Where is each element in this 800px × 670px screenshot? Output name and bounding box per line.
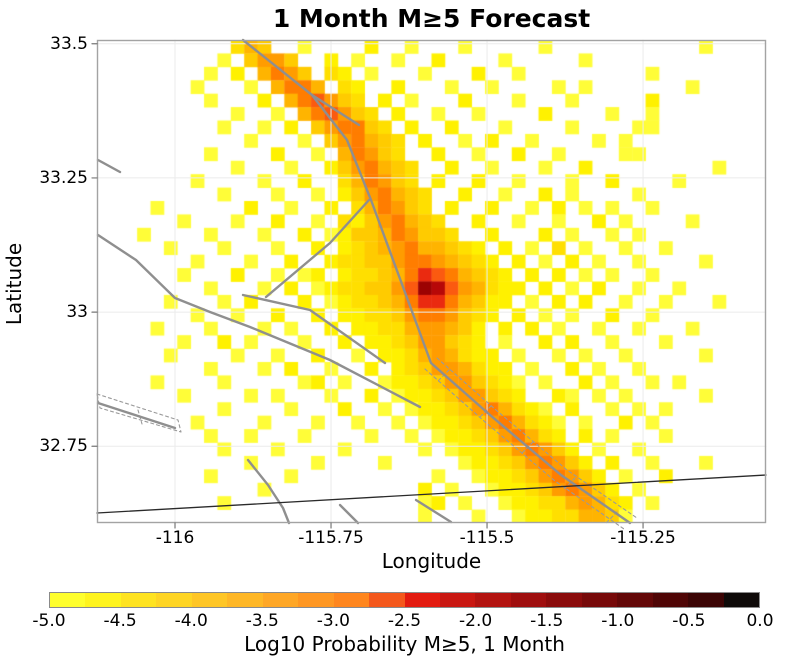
colorbar-tick-label: -5.0: [32, 611, 66, 631]
colorbar-segment: [581, 593, 618, 607]
colorbar-segment: [688, 593, 724, 607]
colorbar-segment: [546, 593, 582, 607]
y-tick-label: 33: [66, 302, 88, 323]
map-overlay: [91, 38, 767, 530]
fault-zone-rung-3: [520, 441, 534, 455]
x-tick-label: -115.75: [298, 528, 364, 548]
fault-zone-main-west: [424, 368, 625, 530]
fault-west-long: [96, 233, 422, 409]
colorbar-segment: [404, 593, 440, 607]
fault-main-east-fork: [310, 93, 361, 127]
colorbar: [49, 592, 760, 608]
fault-west-parallel: [241, 293, 387, 365]
colorbar-segment: [510, 593, 547, 607]
colorbar-tick-label: -4.5: [103, 611, 137, 631]
colorbar-tick-label: -3.5: [245, 611, 279, 631]
colorbar-segment: [369, 593, 405, 607]
y-tick-label: 33.25: [39, 167, 88, 188]
colorbar-segment: [617, 593, 653, 607]
x-tick-label: -115.5: [459, 528, 515, 548]
colorbar-tick-label: -4.0: [174, 611, 208, 631]
fault-south-b: [414, 498, 453, 524]
y-axis-title: Latitude: [2, 242, 26, 326]
international-border: [96, 474, 767, 514]
colorbar-tick-label: -3.0: [316, 611, 350, 631]
colorbar-segment: [191, 593, 228, 607]
colorbar-tick-label: -1.5: [530, 611, 564, 631]
x-tick-label: -116: [155, 528, 195, 548]
x-axis-title: Longitude: [381, 549, 482, 573]
plot-spines: [96, 39, 767, 524]
colorbar-segment: [120, 593, 157, 607]
y-tick-label: 32.75: [39, 436, 88, 457]
x-tick-label: -115.25: [610, 528, 676, 548]
colorbar-segment: [156, 593, 192, 607]
colorbar-tick-label: -2.0: [459, 611, 493, 631]
fault-main: [241, 38, 632, 525]
y-tick-label: 33.5: [50, 33, 88, 54]
chart-title: 1 Month M≥5 Forecast: [272, 4, 591, 33]
fault-zone-rung-4: [562, 477, 576, 491]
colorbar-segment: [723, 593, 760, 607]
map-plot-area: [91, 38, 767, 530]
colorbar-tick-label: -0.5: [672, 611, 706, 631]
fault-branch-northeast: [264, 198, 371, 299]
colorbar-segment: [333, 593, 370, 607]
colorbar-tick-label: 0.0: [746, 611, 774, 631]
colorbar-tick-label: -1.0: [601, 611, 635, 631]
colorbar-segment: [262, 593, 299, 607]
fault-northwest-short: [96, 158, 122, 174]
fault-southwest: [96, 401, 177, 430]
fault-south-curve: [246, 458, 291, 525]
fault-zone-main-east: [436, 357, 638, 519]
colorbar-title: Log10 Probability M≥5, 1 Month: [244, 632, 565, 656]
colorbar-segment: [652, 593, 689, 607]
colorbar-segment: [227, 593, 263, 607]
fault-south-a: [338, 503, 360, 525]
probability-heatmap: [97, 40, 766, 523]
colorbar-segment: [298, 593, 334, 607]
colorbar-segment: [50, 593, 86, 607]
colorbar-segment: [85, 593, 121, 607]
colorbar-tick-label: -2.5: [387, 611, 422, 631]
colorbar-segment: [439, 593, 476, 607]
colorbar-segment: [475, 593, 511, 607]
fault-zone-rung-1: [436, 369, 450, 383]
